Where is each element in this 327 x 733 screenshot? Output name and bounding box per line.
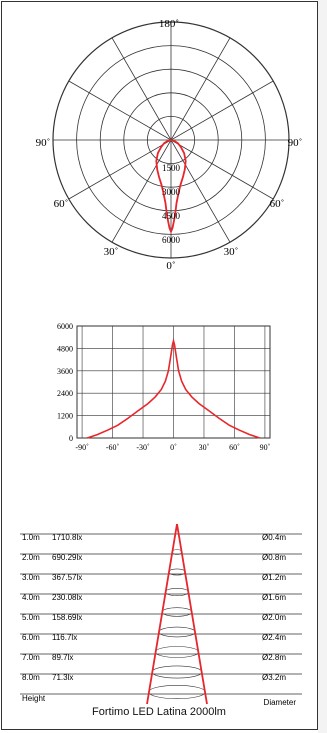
y-tick-label: 2400 [57, 389, 73, 398]
y-tick-label: 3600 [57, 367, 73, 376]
angle-label-30-right: 30˚ [224, 246, 239, 258]
row-diameter: Ø0.8m [262, 553, 286, 562]
beam-ellipse [151, 665, 203, 679]
x-tick-label: 60˚ [229, 443, 240, 452]
polar-intensity-diagram: 180˚ 90˚ 90˚ 60˚ 60˚ 30˚ 30˚ 0˚ 1500 300… [36, 18, 303, 272]
diameter-axis-label: Diameter [264, 698, 297, 707]
row-illuminance: 116.7lx [52, 633, 77, 642]
cone-left-edge [146, 523, 178, 705]
row-diameter: Ø2.8m [262, 653, 286, 662]
x-tick-label: 30˚ [199, 443, 210, 452]
beam-ellipse [165, 587, 189, 596]
row-diameter: Ø1.6m [262, 593, 286, 602]
angle-label-60-right: 60˚ [270, 198, 285, 210]
chart-grid [76, 325, 271, 439]
x-tick-label: -90˚ [75, 443, 89, 452]
cone-beam-ellipses [148, 549, 206, 699]
row-illuminance: 1710.8lx [52, 533, 82, 542]
row-height: 1.0m [22, 533, 40, 542]
row-height: 2.0m [22, 553, 40, 562]
product-caption: Fortimo LED Latina 2000lm [92, 706, 226, 718]
angle-label-30-left: 30˚ [104, 246, 119, 258]
row-diameter: Ø2.0m [262, 613, 286, 622]
row-illuminance: 158.69lx [52, 613, 82, 622]
row-diameter: Ø1.2m [262, 573, 286, 582]
x-tick-label: 0˚ [170, 443, 177, 452]
ring-label-1500: 1500 [162, 163, 181, 173]
row-diameter: Ø3.2m [262, 673, 286, 682]
x-tick-label: -60˚ [106, 443, 120, 452]
row-height: 3.0m [22, 573, 40, 582]
x-tick-label: -30˚ [136, 443, 150, 452]
angle-label-90-right: 90˚ [288, 137, 303, 149]
angle-label-180: 180˚ [159, 18, 179, 30]
ring-label-3000: 3000 [162, 187, 181, 197]
row-height: 6.0m [22, 633, 40, 642]
angle-label-0: 0˚ [166, 260, 175, 272]
row-height: 4.0m [22, 593, 40, 602]
y-tick-label: 1200 [57, 412, 73, 421]
row-illuminance: 230.08lx [52, 593, 82, 602]
ring-label-6000: 6000 [162, 235, 181, 245]
x-tick-labels: -90˚ -60˚ -30˚ 0˚ 30˚ 60˚ 90˚ [75, 443, 270, 452]
cone-table-lines [20, 533, 302, 695]
row-illuminance: 367.57lx [52, 573, 82, 582]
ring-label-4500: 4500 [162, 211, 181, 221]
row-illuminance: 89.7lx [52, 653, 73, 662]
height-axis-label: Height [22, 694, 46, 703]
row-height: 5.0m [22, 613, 40, 622]
intensity-series-line [86, 337, 261, 439]
x-tick-label: 90˚ [260, 443, 271, 452]
row-height: 8.0m [22, 673, 40, 682]
beam-ellipse [155, 646, 199, 658]
y-tick-label: 0 [69, 434, 73, 443]
cone-table-text: 1.0m 1710.8lx Ø0.4m 2.0m 690.29lx Ø0.8m 3.0m 36… [22, 533, 286, 682]
page-edge-strip [318, 0, 327, 733]
angle-label-60-left: 60˚ [54, 198, 69, 210]
beam-ellipse [161, 607, 193, 617]
row-diameter: Ø2.4m [262, 633, 286, 642]
angle-label-90-left: 90˚ [36, 137, 51, 149]
row-illuminance: 690.29lx [52, 553, 82, 562]
beam-ellipse [158, 626, 196, 638]
polar-intensity-curve [155, 139, 187, 234]
y-tick-labels: 0 1200 2400 3600 4800 6000 [57, 322, 73, 443]
intensity-line-chart: 0 1200 2400 3600 4800 6000 -90˚ -60˚ -30˚ 0˚ 30˚ 6… [57, 322, 271, 452]
row-height: 7.0m [22, 653, 40, 662]
beam-ellipse [148, 684, 206, 699]
sheet-border [1, 1, 318, 730]
y-tick-label: 4800 [57, 344, 73, 353]
row-illuminance: 71.3lx [52, 673, 73, 682]
y-tick-label: 6000 [57, 322, 73, 331]
row-diameter: Ø0.4m [262, 533, 286, 542]
cone-right-edge [176, 523, 208, 705]
